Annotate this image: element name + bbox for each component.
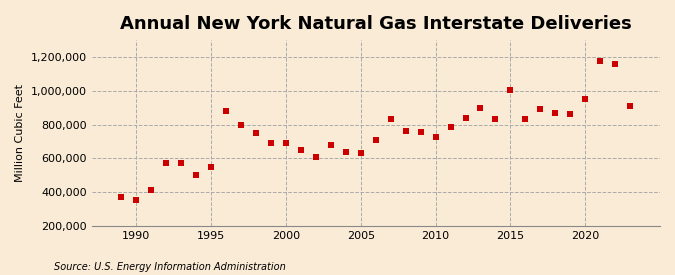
Title: Annual New York Natural Gas Interstate Deliveries: Annual New York Natural Gas Interstate D… bbox=[120, 15, 632, 33]
Point bbox=[250, 131, 261, 135]
Point bbox=[116, 195, 127, 199]
Point bbox=[475, 106, 486, 110]
Point bbox=[446, 125, 456, 129]
Point bbox=[356, 151, 367, 155]
Point bbox=[490, 116, 501, 121]
Point bbox=[580, 97, 591, 101]
Point bbox=[610, 62, 620, 66]
Point bbox=[460, 116, 471, 120]
Point bbox=[371, 138, 381, 142]
Point bbox=[325, 143, 336, 147]
Point bbox=[161, 161, 171, 166]
Point bbox=[146, 187, 157, 192]
Point bbox=[565, 111, 576, 116]
Point bbox=[550, 111, 561, 115]
Point bbox=[595, 59, 605, 64]
Point bbox=[206, 164, 217, 169]
Point bbox=[236, 122, 246, 127]
Point bbox=[430, 135, 441, 139]
Point bbox=[520, 116, 531, 121]
Point bbox=[281, 141, 292, 145]
Point bbox=[191, 173, 202, 177]
Point bbox=[505, 88, 516, 92]
Point bbox=[624, 104, 635, 108]
Text: Source: U.S. Energy Information Administration: Source: U.S. Energy Information Administ… bbox=[54, 262, 286, 272]
Point bbox=[296, 148, 306, 152]
Point bbox=[221, 109, 232, 113]
Point bbox=[176, 160, 187, 165]
Point bbox=[266, 141, 277, 145]
Point bbox=[385, 116, 396, 121]
Point bbox=[400, 129, 411, 133]
Point bbox=[131, 197, 142, 202]
Point bbox=[340, 149, 351, 154]
Point bbox=[310, 155, 321, 159]
Y-axis label: Million Cubic Feet: Million Cubic Feet bbox=[15, 84, 25, 182]
Point bbox=[415, 130, 426, 134]
Point bbox=[535, 107, 545, 112]
